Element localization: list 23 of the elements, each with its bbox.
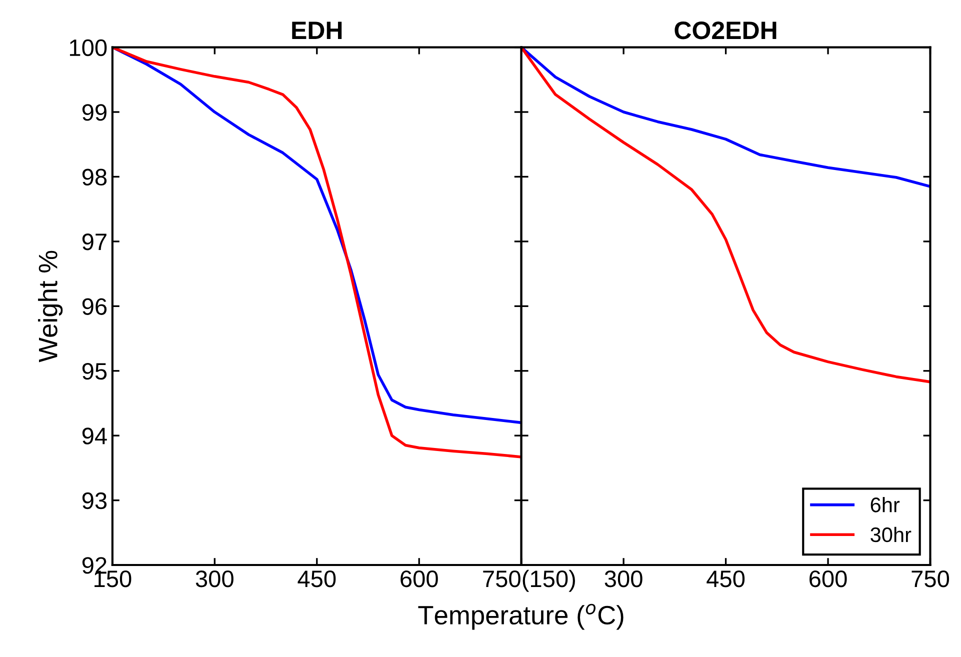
legend-label: 30hr [870,526,912,542]
y-axis-title: Weight % [38,250,63,362]
y-tick-label: 96 [82,298,107,315]
x-tick-label: (150) [522,570,575,592]
x-tick-label: 450 [298,570,336,588]
y-tick-label: 93 [82,492,107,510]
y-tick-label: 98 [82,168,107,186]
y-tick-label: 97 [82,234,106,250]
y-tick-label: 99 [82,104,106,121]
x-tick-label: 750 [912,570,950,588]
x-tick-label: 300 [196,570,234,588]
chart-title: EDH [292,22,342,39]
x-tick-label: 300 [604,570,642,588]
x-tick-label: 600 [400,570,438,588]
x-tick-label: 600 [810,570,847,588]
y-tick-label: 100 [70,39,107,56]
x-tick-label: 750 [483,570,520,588]
legend-label: 6hr [870,497,900,512]
y-tick-label: 95 [82,362,107,380]
y-tick-label: 94 [82,428,107,444]
x-axis-title: Temperature ($^{o}$C) [418,604,624,630]
chart-title: CO2EDH [674,22,776,40]
x-tick-label: 450 [706,570,745,588]
